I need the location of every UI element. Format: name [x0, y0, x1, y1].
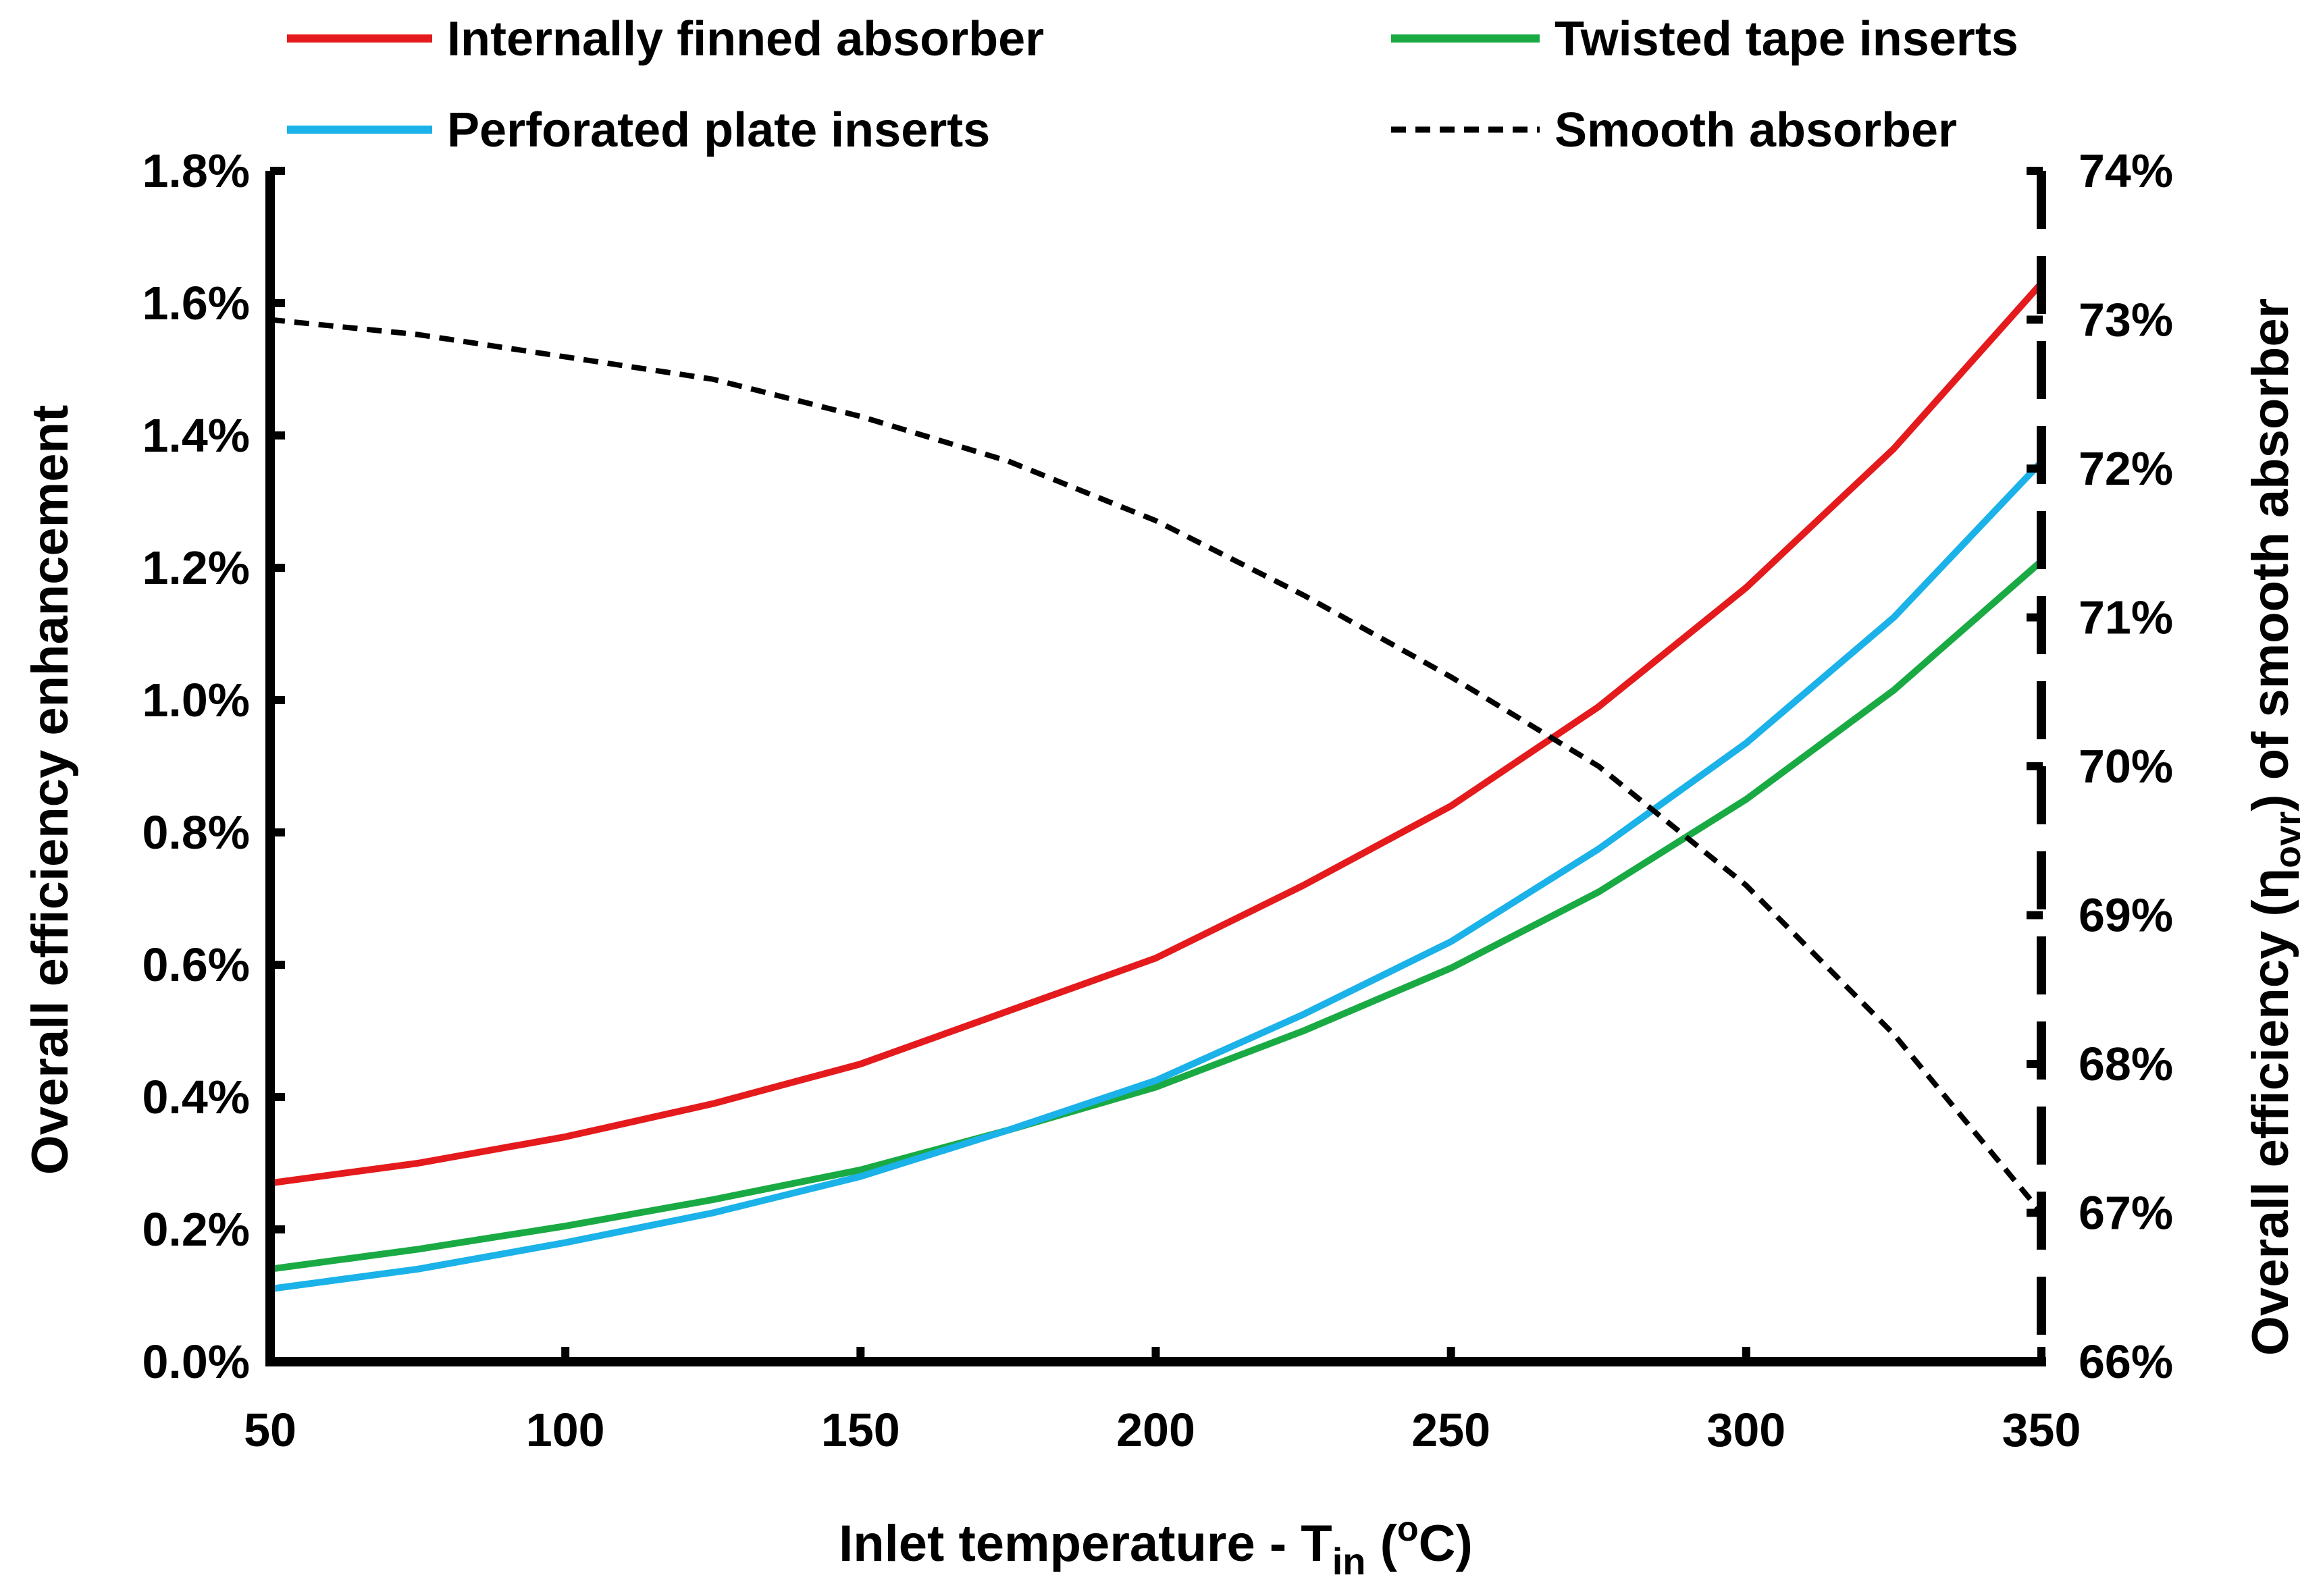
x-tick-label: 350: [2002, 1404, 2081, 1456]
series-line-twisted-tape-inserts: [269, 558, 2044, 1273]
y-left-tick-label: 0.2%: [142, 1203, 250, 1256]
y-right-tick-label: 73%: [2079, 294, 2173, 346]
series-line-smooth-absorber: [269, 317, 2044, 1215]
y-right-axis-title: Overall efficiency (ηovr) of smooth abso…: [2242, 298, 2308, 1356]
x-tick-label: 150: [821, 1404, 900, 1456]
legend-label: Perforated plate inserts: [447, 103, 990, 157]
y-left-tick-label: 0.6%: [142, 938, 250, 991]
y-right-axis-title-main: Overall efficiency (η: [2242, 868, 2299, 1356]
x-tick-label: 50: [244, 1404, 296, 1456]
y-right-tick-label: 66%: [2079, 1335, 2173, 1388]
x-axis-title-close: C): [1419, 1515, 1473, 1572]
y-right-tick-label: 74%: [2079, 144, 2173, 197]
legend-label: Smooth absorber: [1555, 103, 1957, 157]
x-tick-label: 250: [1411, 1404, 1490, 1456]
legend-label: Internally finned absorber: [447, 12, 1044, 66]
x-tick-label: 100: [526, 1404, 605, 1456]
legend-label: Twisted tape inserts: [1555, 12, 2018, 66]
y-left-tick-label: 0.4%: [142, 1071, 250, 1123]
y-right-tick-label: 71%: [2079, 591, 2173, 644]
y-left-tick-label: 1.2%: [142, 541, 250, 594]
x-tick-label: 300: [1706, 1404, 1785, 1456]
y-left-tick-label: 0.8%: [142, 806, 250, 859]
y-right-axis-title-sub: ovr: [2268, 812, 2308, 868]
series-layer: [269, 281, 2044, 1293]
x-axis-title-sub: in: [1332, 1540, 1366, 1582]
y-right-tick-label: 72%: [2079, 442, 2173, 495]
y-right-axis-title-tail: ) of smooth absorber: [2242, 298, 2299, 812]
x-axis-title-open: (: [1365, 1515, 1397, 1572]
y-left-tick-label: 0.0%: [142, 1335, 250, 1388]
y-right-tick-label: 67%: [2079, 1187, 2173, 1240]
axes-layer: [265, 167, 2046, 1366]
plot-area: [265, 167, 2046, 1366]
y-left-tick-label: 1.8%: [142, 144, 250, 197]
y-left-tick-label: 1.6%: [142, 277, 250, 329]
y-right-tick-label: 70%: [2079, 740, 2173, 793]
legend: Internally finned absorber Twisted tape i…: [287, 12, 2018, 157]
x-axis-title-main: Inlet temperature - T: [839, 1515, 1332, 1572]
y-right-tick-label: 69%: [2079, 889, 2173, 942]
series-line-internally-finned-absorber: [269, 281, 2044, 1187]
x-axis-title: Inlet temperature - Tin (oC): [839, 1510, 1473, 1582]
y-left-tick-label: 1.0%: [142, 674, 250, 726]
x-axis-title-sup: o: [1397, 1510, 1419, 1549]
labels-layer: 0.0% 0.2% 0.4% 0.6% 0.8% 1.0% 1.2% 1.4% 1.6% 1.8%…: [142, 144, 2173, 1456]
x-tick-label: 200: [1116, 1404, 1195, 1456]
series-line-perforated-plate-inserts: [269, 459, 2044, 1293]
y-left-axis-title: Overall efficiency enhancement: [22, 405, 79, 1175]
y-right-tick-label: 68%: [2079, 1038, 2173, 1090]
y-left-tick-label: 1.4%: [142, 409, 250, 462]
